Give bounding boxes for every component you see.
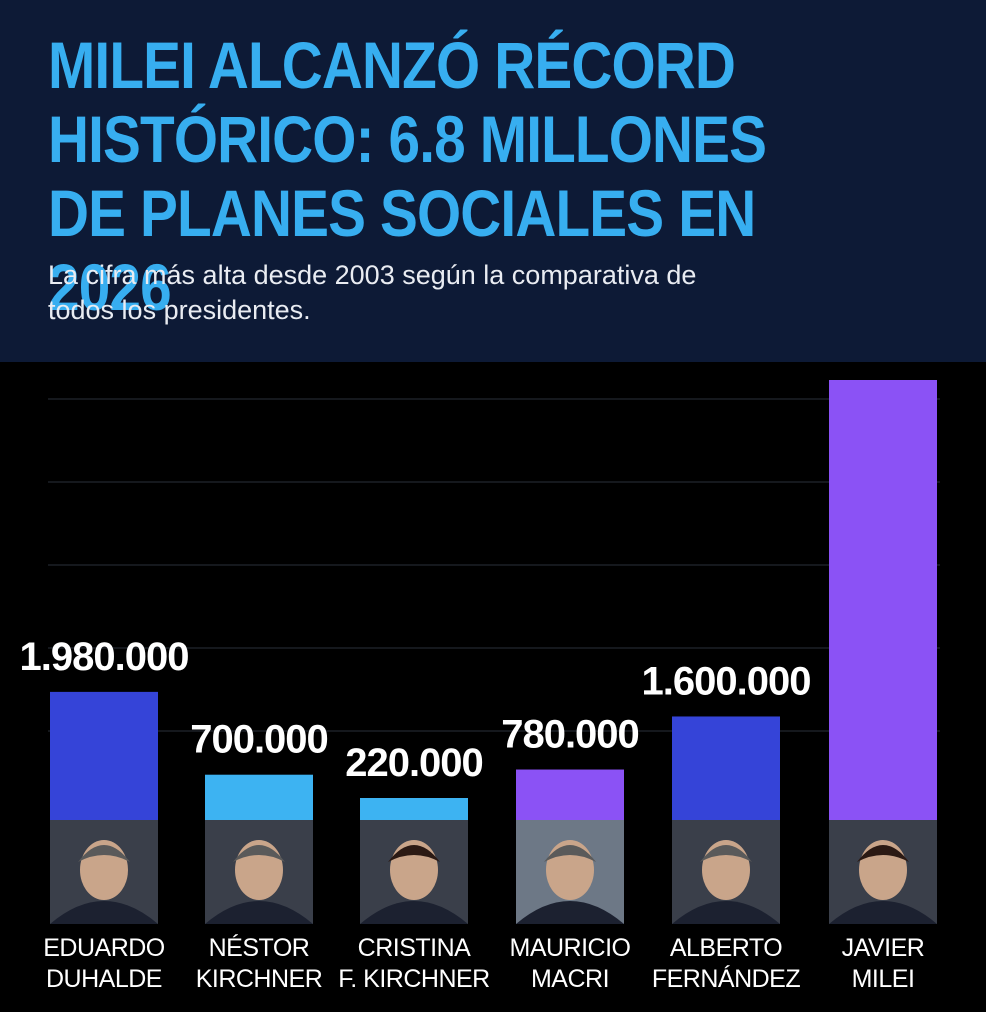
bar: [205, 774, 313, 820]
category-label: KIRCHNER: [196, 965, 323, 993]
bar-value-label: 220.000: [345, 741, 483, 785]
bar-value-label: 1.980.000: [20, 635, 189, 679]
category-label: JAVIER: [842, 934, 925, 962]
category-label: MAURICIO: [510, 934, 631, 962]
bar: [672, 716, 780, 820]
category-label: CRISTINA: [358, 934, 472, 962]
category-label: ALBERTO: [670, 934, 782, 962]
bar: [829, 380, 937, 820]
bar: [50, 691, 158, 820]
category-label: NÉSTOR: [209, 933, 310, 962]
bar-value-label: 6.800.000: [799, 362, 968, 367]
chart-title: MILEI ALCANZÓ RÉCORD HISTÓRICO: 6.8 MILL…: [48, 28, 767, 324]
president-portrait: [205, 820, 313, 924]
grid-lines: [48, 398, 940, 732]
category-label: FERNÁNDEZ: [652, 964, 801, 993]
bar-value-label: 1.600.000: [642, 659, 811, 703]
president-portrait: [516, 820, 624, 924]
president-portrait: [829, 820, 937, 924]
category-label: MACRI: [531, 965, 609, 993]
category-label: F. KIRCHNER: [338, 965, 489, 993]
bar-value-label: 700.000: [190, 718, 328, 762]
president-portrait: [50, 820, 158, 924]
bar: [516, 769, 624, 820]
chart-subtitle: La cifra más alta desde 2003 según la co…: [48, 260, 697, 325]
bar-value-label: 780.000: [501, 713, 639, 757]
president-portrait: [672, 820, 780, 924]
category-label: MILEI: [852, 965, 915, 993]
chart-header: MILEI ALCANZÓ RÉCORD HISTÓRICO: 6.8 MILL…: [0, 0, 986, 362]
category-label: DUHALDE: [46, 965, 162, 993]
bars-group: [50, 380, 937, 820]
bar: [360, 798, 468, 820]
category-labels-group: EDUARDO DUHALDE NÉSTOR KIRCHNER CRISTINA F. K…: [43, 933, 925, 993]
category-label: EDUARDO: [43, 934, 165, 962]
president-portrait: [360, 820, 468, 924]
portraits-group: [50, 820, 937, 924]
